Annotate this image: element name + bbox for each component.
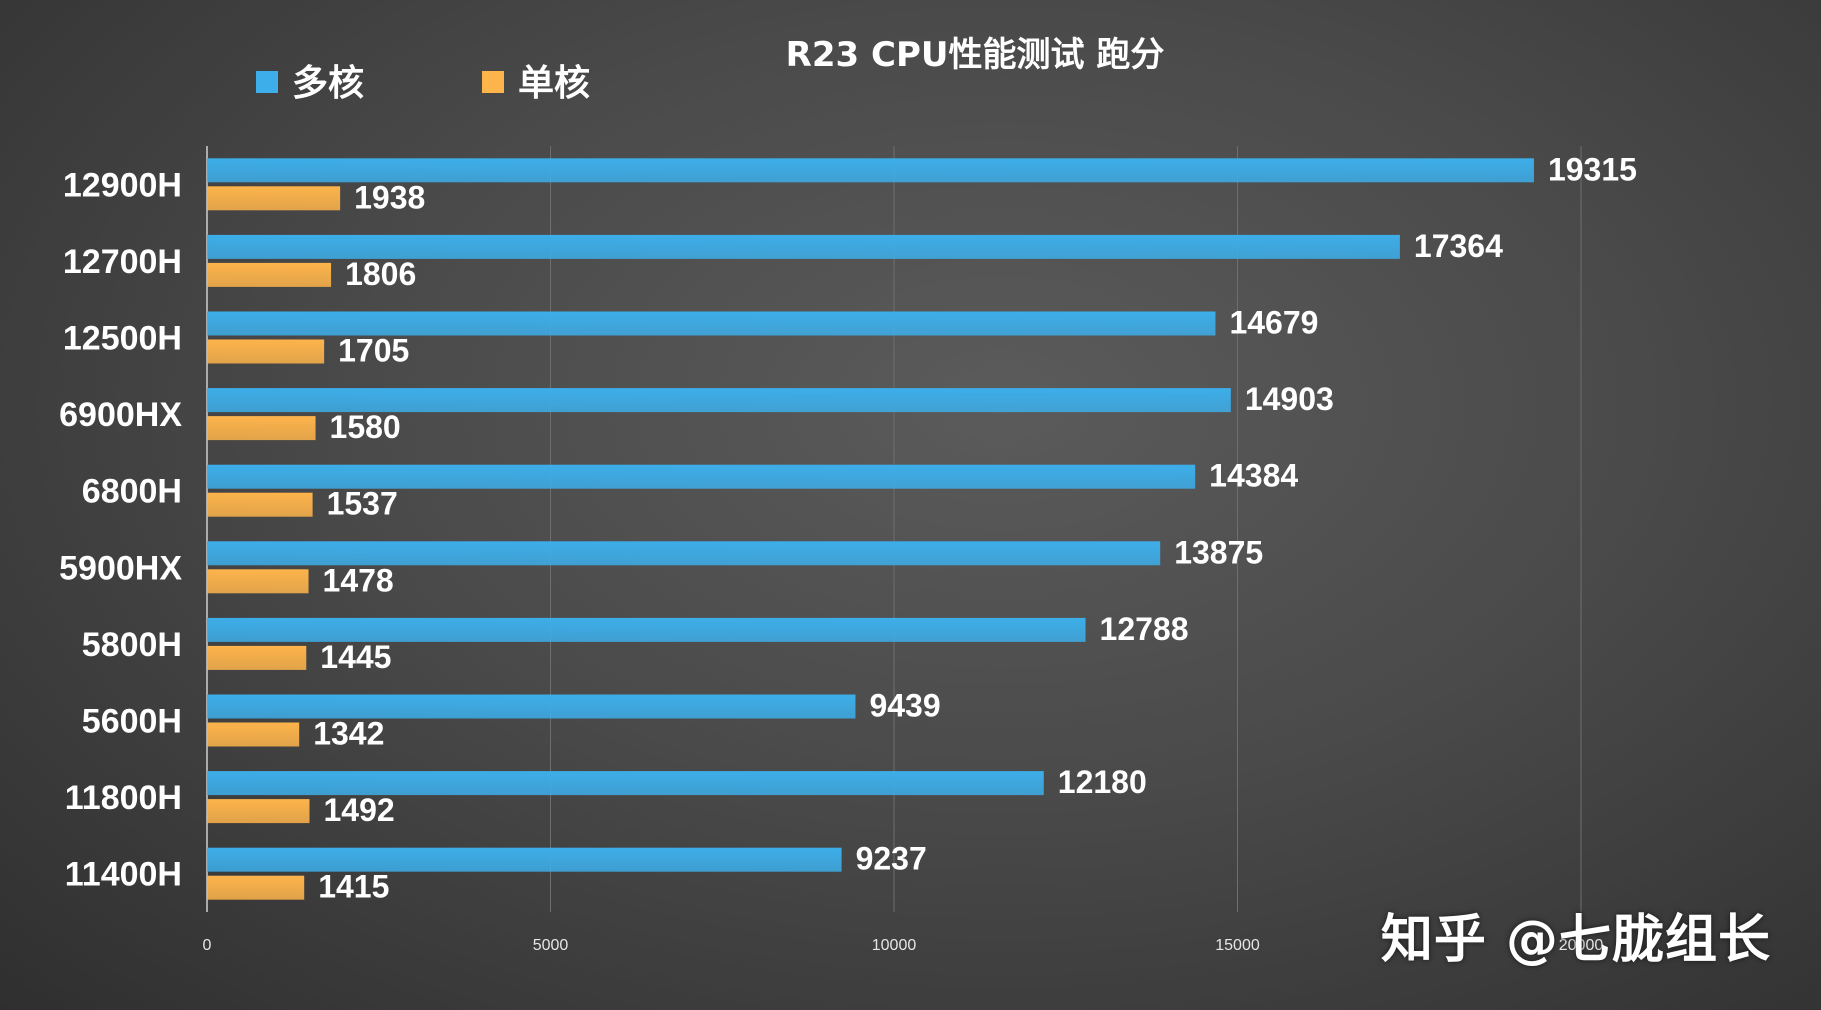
data-label: 12788 bbox=[1100, 611, 1189, 647]
bar-multi bbox=[207, 234, 1400, 259]
data-label: 17364 bbox=[1414, 228, 1503, 264]
bar-multi bbox=[207, 694, 856, 719]
data-label: 12180 bbox=[1058, 764, 1147, 800]
data-label: 9237 bbox=[856, 841, 927, 877]
category-label: 5900HX bbox=[59, 549, 182, 587]
bar-multi bbox=[207, 388, 1231, 413]
category-label: 5600H bbox=[82, 703, 182, 741]
data-label: 1415 bbox=[318, 869, 389, 905]
category-label: 12900H bbox=[63, 166, 182, 204]
bar-single bbox=[207, 186, 341, 211]
x-tick-label: 5000 bbox=[533, 937, 569, 954]
data-label: 1342 bbox=[313, 716, 384, 752]
bar-single bbox=[207, 262, 332, 287]
bar-single bbox=[207, 339, 325, 364]
data-label: 14384 bbox=[1209, 458, 1298, 494]
bar-single bbox=[207, 492, 313, 517]
bar-single bbox=[207, 569, 309, 594]
x-tick-label: 0 bbox=[203, 937, 212, 954]
bar-multi bbox=[207, 541, 1161, 566]
data-label: 9439 bbox=[869, 688, 940, 724]
bar-multi bbox=[207, 617, 1086, 642]
bar-multi bbox=[207, 311, 1216, 336]
data-label: 1806 bbox=[345, 256, 416, 292]
chart-title: R23 CPU性能测试 跑分 bbox=[786, 35, 1165, 75]
bar-single bbox=[207, 875, 305, 900]
data-label: 1537 bbox=[327, 486, 398, 522]
data-label: 13875 bbox=[1174, 534, 1263, 570]
category-label: 11800H bbox=[65, 779, 182, 817]
bar-multi bbox=[207, 464, 1196, 489]
x-tick-label: 20000 bbox=[1559, 937, 1604, 954]
data-label: 1705 bbox=[338, 333, 409, 369]
bar-single bbox=[207, 416, 316, 441]
data-label: 14679 bbox=[1229, 305, 1318, 341]
x-tick-label: 15000 bbox=[1215, 937, 1260, 954]
data-label: 1445 bbox=[320, 639, 391, 675]
data-label: 1580 bbox=[330, 409, 401, 445]
data-label: 19315 bbox=[1548, 151, 1637, 187]
data-label: 1492 bbox=[324, 792, 395, 828]
bar-multi bbox=[207, 158, 1534, 183]
bar-single bbox=[207, 645, 307, 670]
bar-multi bbox=[207, 771, 1044, 796]
category-label: 5800H bbox=[82, 626, 182, 664]
x-tick-label: 10000 bbox=[872, 937, 917, 954]
legend-swatch-1 bbox=[482, 71, 504, 93]
data-label: 1478 bbox=[323, 562, 394, 598]
bar-single bbox=[207, 799, 310, 824]
data-label: 1938 bbox=[354, 179, 425, 215]
bar-single bbox=[207, 722, 300, 747]
category-label: 6800H bbox=[82, 473, 182, 511]
watermark: 知乎 @七胧组长 bbox=[1380, 910, 1771, 970]
legend-label-0: 多核 bbox=[292, 63, 364, 104]
legend-swatch-0 bbox=[256, 71, 278, 93]
category-label: 12700H bbox=[63, 243, 182, 281]
data-label: 14903 bbox=[1245, 381, 1334, 417]
category-label: 11400H bbox=[65, 856, 182, 894]
bar-multi bbox=[207, 847, 842, 872]
category-label: 6900HX bbox=[59, 396, 182, 434]
legend-label-1: 单核 bbox=[518, 63, 590, 104]
category-label: 12500H bbox=[63, 320, 182, 358]
